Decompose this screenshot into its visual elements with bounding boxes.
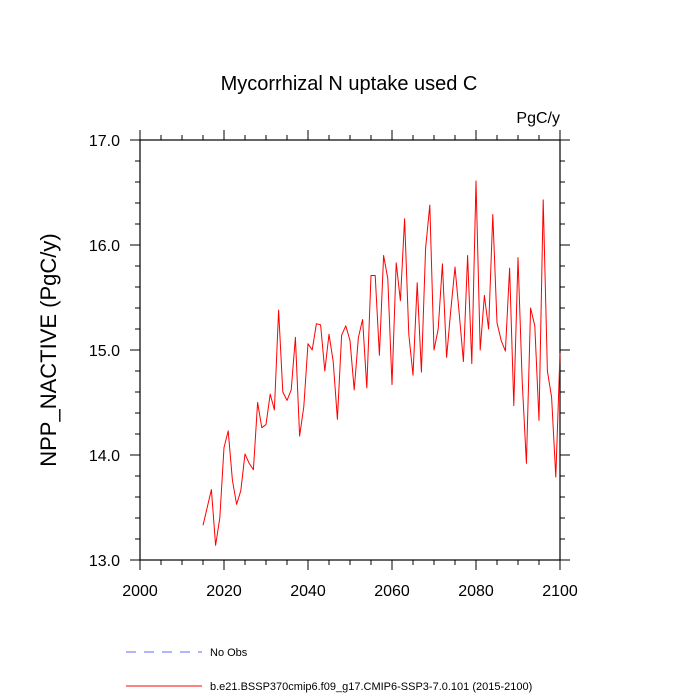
- x-tick-label-2060: 2060: [374, 583, 410, 600]
- y-tick-label-13: 13.0: [89, 553, 120, 570]
- units-label: PgC/y: [516, 110, 560, 127]
- x-tick-label-2020: 2020: [206, 583, 242, 600]
- plot-frame: [139, 139, 561, 561]
- y-axis-tick-labels: 13.0 14.0 15.0 16.0 17.0: [89, 133, 120, 570]
- y-tick-label-17: 17.0: [89, 133, 120, 150]
- y-tick-label-15: 15.0: [89, 343, 120, 360]
- y-tick-label-16: 16.0: [89, 238, 120, 255]
- x-tick-label-2080: 2080: [458, 583, 494, 600]
- legend: No Obs b.e21.BSSP370cmip6.f09_g17.CMIP6-…: [126, 647, 532, 693]
- series-layer: [202, 180, 561, 546]
- x-tick-label-2000: 2000: [122, 583, 158, 600]
- x-axis-ticks: [139, 130, 561, 570]
- chart-title: Mycorrhizal N uptake used C: [221, 73, 478, 95]
- x-axis-tick-labels: 2000 2020 2040 2060 2080 2100: [122, 583, 578, 600]
- legend-label-series: b.e21.BSSP370cmip6.f09_g17.CMIP6-SSP3-7.…: [210, 681, 532, 693]
- legend-label-no-obs: No Obs: [210, 647, 248, 659]
- series-line-0: [202, 180, 561, 546]
- x-tick-label-2100: 2100: [542, 583, 578, 600]
- y-tick-label-14: 14.0: [89, 448, 120, 465]
- x-tick-label-2040: 2040: [290, 583, 326, 600]
- y-axis-ticks: [130, 139, 570, 561]
- y-axis-label: NPP_NACTIVE (PgC/y): [36, 233, 61, 467]
